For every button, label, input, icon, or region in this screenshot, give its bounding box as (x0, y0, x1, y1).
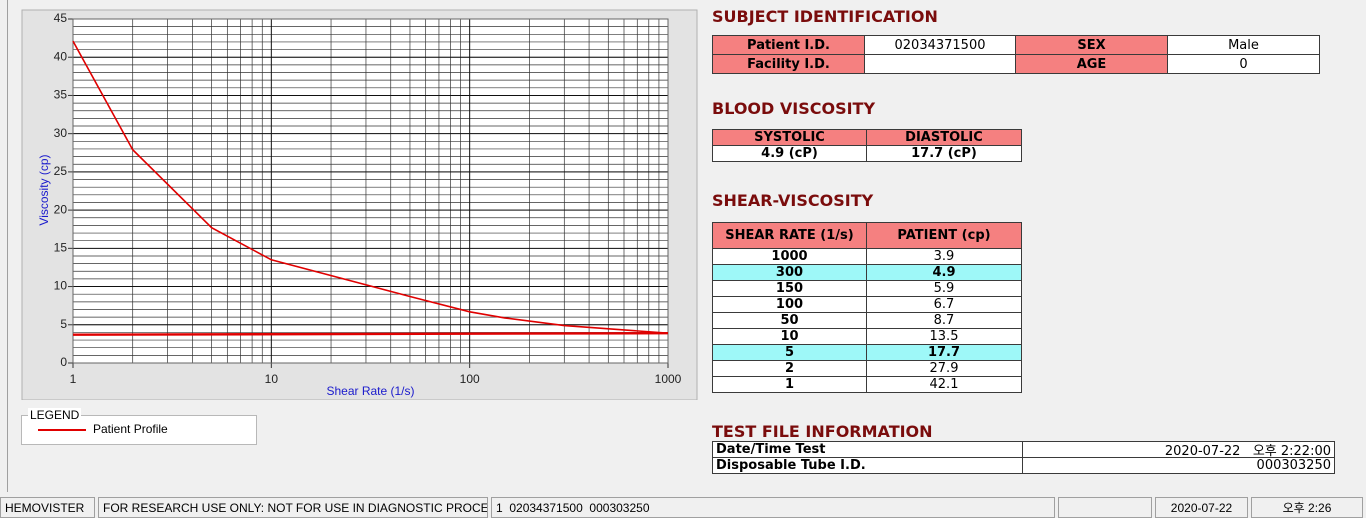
section-title: TEST FILE INFORMATION (712, 422, 933, 441)
y-tick-label: 40 (54, 49, 68, 63)
status-panel: FOR RESEARCH USE ONLY: NOT FOR USE IN DI… (98, 497, 488, 518)
viscosity-value: 4.9 (cP) (712, 145, 867, 162)
shear-rate: 150 (712, 280, 867, 297)
section-title: SUBJECT IDENTIFICATION (712, 7, 938, 26)
column-header: PATIENT (cp) (866, 222, 1022, 249)
shear-rate: 10 (712, 328, 867, 345)
column-header: SYSTOLIC (712, 129, 867, 146)
x-tick-label: 1 (70, 372, 77, 386)
shear-rate: 100 (712, 296, 867, 313)
shear-rate: 1 (712, 376, 867, 393)
y-tick-label: 10 (54, 279, 68, 293)
status-panel: 1 02034371500 000303250 (491, 497, 1055, 518)
patient-viscosity: 5.9 (866, 280, 1022, 297)
x-tick-label: 100 (460, 372, 480, 386)
field-value: 0 (1167, 54, 1320, 74)
shear-rate: 2 (712, 360, 867, 377)
legend-items: Patient Profile (22, 416, 256, 444)
field-value: 2020-07-22 오후 2:22:00 (1022, 441, 1335, 458)
legend-title: LEGEND (28, 408, 82, 422)
y-tick-label: 20 (54, 202, 68, 216)
field-label: Disposable Tube I.D. (712, 457, 1023, 474)
field-label: Facility I.D. (712, 54, 865, 74)
field-label: Patient I.D. (712, 35, 865, 55)
legend-swatch (38, 429, 86, 431)
separator (7, 0, 8, 492)
legend-label: Patient Profile (93, 422, 168, 436)
field-label: AGE (1015, 54, 1168, 74)
patient-viscosity: 27.9 (866, 360, 1022, 377)
y-tick-label: 25 (54, 164, 68, 178)
field-label: SEX (1015, 35, 1168, 55)
chart: 0 5 10 15 20 25 30 35 40 45 1 10 100 1000 Shear Rate (… (21, 9, 698, 400)
viscosity-value: 17.7 (cP) (866, 145, 1022, 162)
field-value: 000303250 (1022, 457, 1335, 474)
patient-viscosity: 4.9 (866, 264, 1022, 281)
column-header: SHEAR RATE (1/s) (712, 222, 867, 249)
status-panel (1058, 497, 1152, 518)
legend: LEGEND Patient Profile (21, 408, 257, 445)
x-axis-label: Shear Rate (1/s) (326, 384, 414, 398)
patient-viscosity: 6.7 (866, 296, 1022, 313)
x-tick-label: 1000 (655, 372, 682, 386)
field-label: Date/Time Test (712, 441, 1023, 458)
data-line (72, 40, 669, 334)
status-panel: 오후 2:26 (1251, 497, 1363, 518)
y-tick-label: 35 (54, 88, 68, 102)
patient-viscosity: 3.9 (866, 248, 1022, 265)
field-value (864, 54, 1016, 74)
y-tick-label: 5 (60, 317, 67, 331)
patient-viscosity: 8.7 (866, 312, 1022, 329)
section-title: BLOOD VISCOSITY (712, 99, 876, 118)
patient-viscosity: 42.1 (866, 376, 1022, 393)
y-axis-label: Viscosity (cp) (37, 154, 51, 225)
shear-rate: 1000 (712, 248, 867, 265)
status-panel: HEMOVISTER (0, 497, 95, 518)
shear-rate: 300 (712, 264, 867, 281)
shear-rate: 5 (712, 344, 867, 361)
y-tick-label: 45 (54, 11, 68, 25)
patient-viscosity: 13.5 (866, 328, 1022, 345)
plot-area (73, 19, 668, 363)
y-tick-label: 15 (54, 241, 68, 255)
section-title: SHEAR-VISCOSITY (712, 191, 874, 210)
y-tick-label: 30 (54, 126, 68, 140)
field-value: 02034371500 (864, 35, 1016, 55)
status-panel: 2020-07-22 (1155, 497, 1248, 518)
plot-frame (72, 18, 669, 364)
y-tick-label: 0 (60, 355, 67, 369)
field-value: Male (1167, 35, 1320, 55)
x-tick-label: 10 (265, 372, 279, 386)
shear-rate: 50 (712, 312, 867, 329)
column-header: DIASTOLIC (866, 129, 1022, 146)
data-line (72, 331, 669, 336)
patient-viscosity: 17.7 (866, 344, 1022, 361)
